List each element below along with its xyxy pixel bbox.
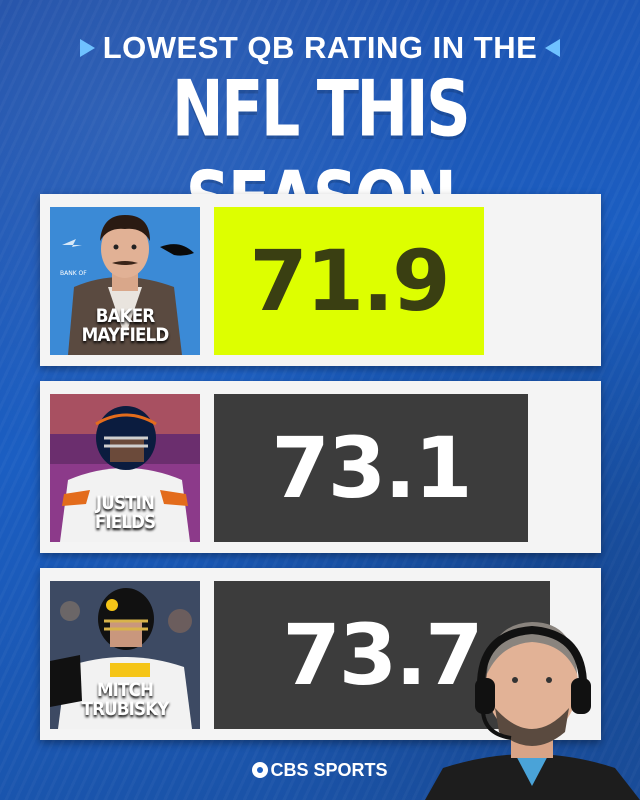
player-figure-mayfield: BANK OF bbox=[50, 207, 200, 355]
player-figure-fields bbox=[50, 394, 200, 542]
player-last-name: FIELDS bbox=[94, 511, 156, 533]
player-photo-mayfield: BANK OF BAKER MAYFIELD bbox=[50, 207, 200, 355]
arrow-left-icon bbox=[545, 39, 561, 57]
player-name-trubisky: MITCH TRUBISKY bbox=[59, 681, 191, 719]
player-card-mayfield: BANK OF BAKER MAYFIELD 71.9 bbox=[40, 194, 601, 366]
footer-brand: CBS SPORTS bbox=[0, 760, 640, 781]
player-last-name: MAYFIELD bbox=[81, 324, 170, 346]
svg-text:BANK OF: BANK OF bbox=[60, 270, 87, 277]
coach-figure bbox=[425, 622, 640, 800]
player-last-name: TRUBISKY bbox=[81, 698, 170, 720]
player-first-name: BAKER bbox=[95, 305, 155, 327]
cbs-eye-icon bbox=[252, 762, 269, 778]
player-first-name: MITCH bbox=[96, 679, 154, 701]
player-name-mayfield: BAKER MAYFIELD bbox=[59, 307, 191, 345]
player-photo-fields: JUSTIN FIELDS bbox=[50, 394, 200, 542]
subtitle-row: LOWEST QB RATING IN THE bbox=[0, 30, 640, 66]
brand-name: CBS SPORTS bbox=[270, 760, 388, 780]
player-photo-trubisky: MITCH TRUBISKY bbox=[50, 581, 200, 729]
player-figure-trubisky bbox=[50, 581, 200, 729]
player-card-fields: JUSTIN FIELDS 73.1 bbox=[40, 381, 601, 553]
rating-value: 73.1 bbox=[271, 419, 472, 517]
rating-bar: 73.1 bbox=[214, 394, 528, 542]
subtitle: LOWEST QB RATING IN THE bbox=[102, 30, 538, 65]
arrow-right-icon bbox=[79, 39, 95, 57]
player-first-name: JUSTIN bbox=[95, 492, 155, 514]
rating-value: 71.9 bbox=[249, 232, 450, 330]
rating-value: 73.7 bbox=[282, 606, 483, 704]
rating-bar: 71.9 bbox=[214, 207, 484, 355]
player-name-fields: JUSTIN FIELDS bbox=[59, 494, 191, 532]
